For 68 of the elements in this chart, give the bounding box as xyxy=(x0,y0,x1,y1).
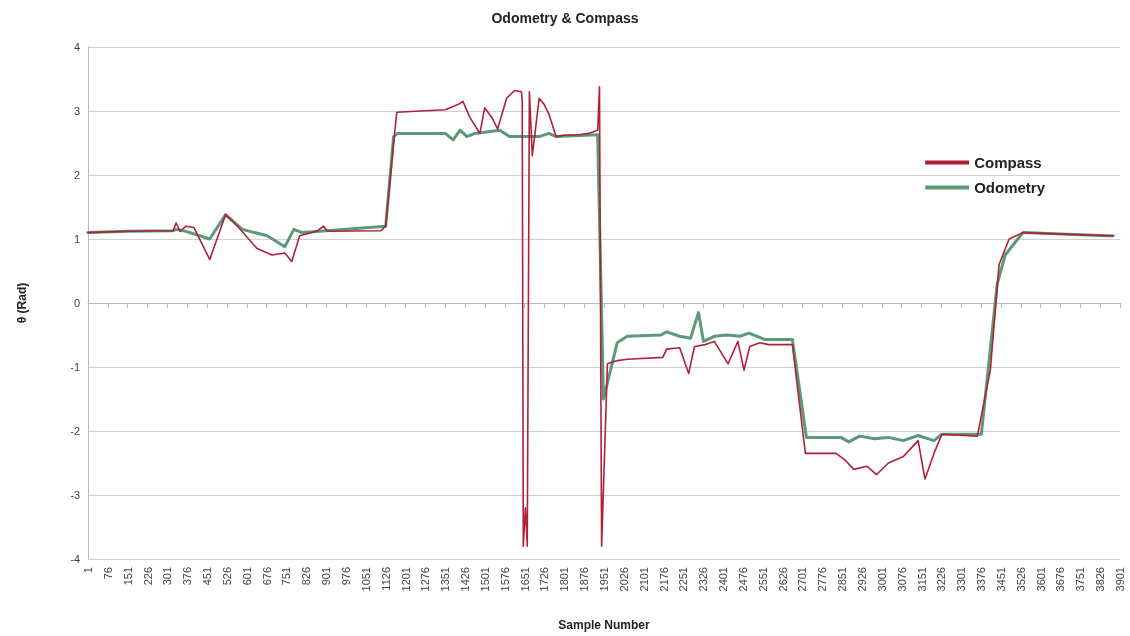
x-tick-label: 2551 xyxy=(756,567,769,592)
x-tick-label: 226 xyxy=(141,567,154,586)
x-tick-label: 2851 xyxy=(836,567,849,592)
line-series xyxy=(87,85,1114,547)
x-tick-label: 1126 xyxy=(379,567,392,591)
x-tick-label: 3301 xyxy=(955,567,968,592)
y-tick-label: 0 xyxy=(73,297,80,309)
x-tick-label: 1876 xyxy=(578,567,591,592)
x-tick-label: 151 xyxy=(121,567,134,586)
x-tick-label: 2026 xyxy=(617,567,630,592)
y-tick-label: -1 xyxy=(70,361,80,373)
x-tick-label: 451 xyxy=(201,567,214,586)
y-tick-label: -3 xyxy=(70,489,80,501)
y-tick-label: 1 xyxy=(73,233,80,245)
legend-label: Compass xyxy=(974,154,1042,171)
x-tick-label: 3076 xyxy=(895,567,908,592)
x-tick-label: 1051 xyxy=(359,567,372,592)
x-tick-label: 2701 xyxy=(796,567,809,592)
x-tick-label: 1 xyxy=(82,567,94,574)
x-tick-label: 1276 xyxy=(419,567,432,592)
y-tick-label: 3 xyxy=(73,105,80,117)
x-tick-label: 676 xyxy=(260,567,273,586)
x-tick-label: 3001 xyxy=(875,567,888,592)
x-tick-label: 2326 xyxy=(697,567,710,592)
x-tick-label: 2176 xyxy=(657,567,670,592)
x-tick-label: 2776 xyxy=(816,567,829,592)
x-tick-label: 3826 xyxy=(1094,567,1107,592)
x-tick-label: 1351 xyxy=(439,567,452,592)
x-tick-label: 3751 xyxy=(1074,567,1087,592)
x-tick-label: 751 xyxy=(280,567,293,586)
x-tick-label: 1801 xyxy=(558,567,571,592)
x-tick-label: 601 xyxy=(240,567,253,586)
x-tick-label: 2476 xyxy=(736,567,749,592)
x-tick-label: 301 xyxy=(161,567,174,586)
x-tick-label: 3601 xyxy=(1034,567,1047,592)
x-tick-label: 526 xyxy=(220,567,233,586)
x-tick-label: 3676 xyxy=(1054,567,1067,592)
x-tick-label: 3526 xyxy=(1014,567,1027,592)
x-tick-label: 1651 xyxy=(518,567,531,592)
x-tick-label: 3901 xyxy=(1114,567,1126,592)
y-tick-label: -2 xyxy=(70,425,80,437)
x-tick-label: 1501 xyxy=(478,567,491,592)
y-axis-title: θ (Rad) xyxy=(15,282,29,324)
x-tick-label: 3376 xyxy=(975,567,988,592)
x-tick-label: 1951 xyxy=(598,567,610,592)
x-tick-label: 2401 xyxy=(717,567,730,592)
x-tick-label: 376 xyxy=(181,567,194,586)
x-tick-label: 2101 xyxy=(637,567,650,592)
y-tick-label: 2 xyxy=(73,169,80,181)
y-tick-label: 4 xyxy=(73,41,80,53)
x-tick-label: 826 xyxy=(300,567,313,586)
chart-title: Odometry & Compass xyxy=(491,10,639,26)
x-tick-label: 2251 xyxy=(677,567,690,592)
x-tick-label: 1576 xyxy=(498,567,511,592)
legend-label: Odometry xyxy=(974,179,1046,196)
x-tick-label: 76 xyxy=(101,567,114,580)
x-tick-label: 3151 xyxy=(915,567,928,592)
x-tick-label: 2926 xyxy=(856,567,868,592)
x-tick-label: 976 xyxy=(340,567,352,586)
x-axis-title: Sample Number xyxy=(558,618,651,632)
x-tick-label: 3226 xyxy=(935,567,948,592)
y-tick-label: -4 xyxy=(70,553,80,565)
x-tick-label: 1426 xyxy=(459,567,472,592)
x-tick-label: 1201 xyxy=(399,567,412,592)
x-tick-label: 2626 xyxy=(776,567,789,592)
x-tick-label: 3451 xyxy=(994,567,1007,592)
x-tick-label: 1726 xyxy=(538,567,551,592)
x-tick-label: 901 xyxy=(320,567,333,586)
